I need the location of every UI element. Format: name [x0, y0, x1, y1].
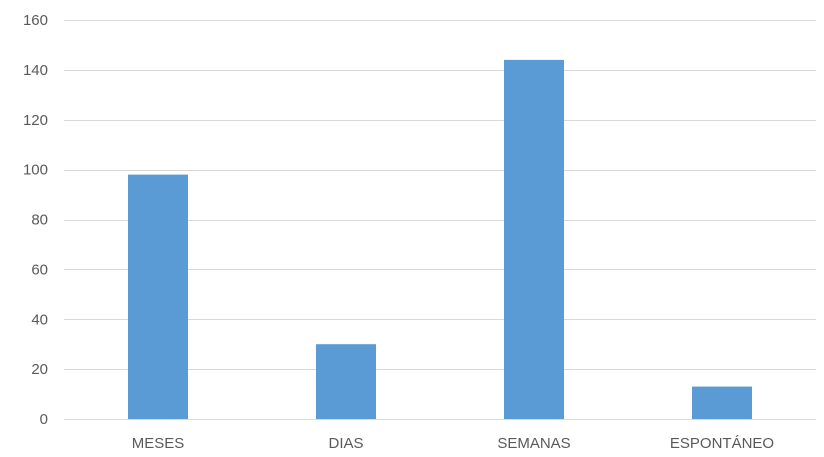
y-tick-label: 120 — [23, 112, 48, 129]
y-tick-label: 40 — [31, 311, 48, 328]
x-category-label: ESPONTÁNEO — [670, 435, 774, 452]
bar-meses — [128, 174, 188, 419]
y-tick-label: 80 — [31, 212, 48, 229]
y-tick-label: 60 — [31, 261, 48, 278]
x-category-label: SEMANAS — [497, 435, 570, 452]
x-category-label: DIAS — [328, 435, 363, 452]
x-axis-category-labels: MESES DIAS SEMANAS ESPONTÁNEO — [132, 435, 774, 452]
gridlines — [64, 20, 816, 420]
x-category-label: MESES — [132, 435, 185, 452]
y-tick-label: 100 — [23, 162, 48, 179]
y-tick-label: 0 — [40, 411, 48, 428]
bars — [128, 59, 752, 420]
y-axis-tick-labels: 0 20 40 60 80 100 120 140 160 — [23, 12, 48, 428]
bar-semanas — [504, 59, 564, 420]
bar-dias — [316, 344, 376, 419]
y-tick-label: 160 — [23, 12, 48, 29]
bar-espontáneo — [692, 386, 752, 419]
y-tick-label: 140 — [23, 62, 48, 79]
y-tick-label: 20 — [31, 361, 48, 378]
